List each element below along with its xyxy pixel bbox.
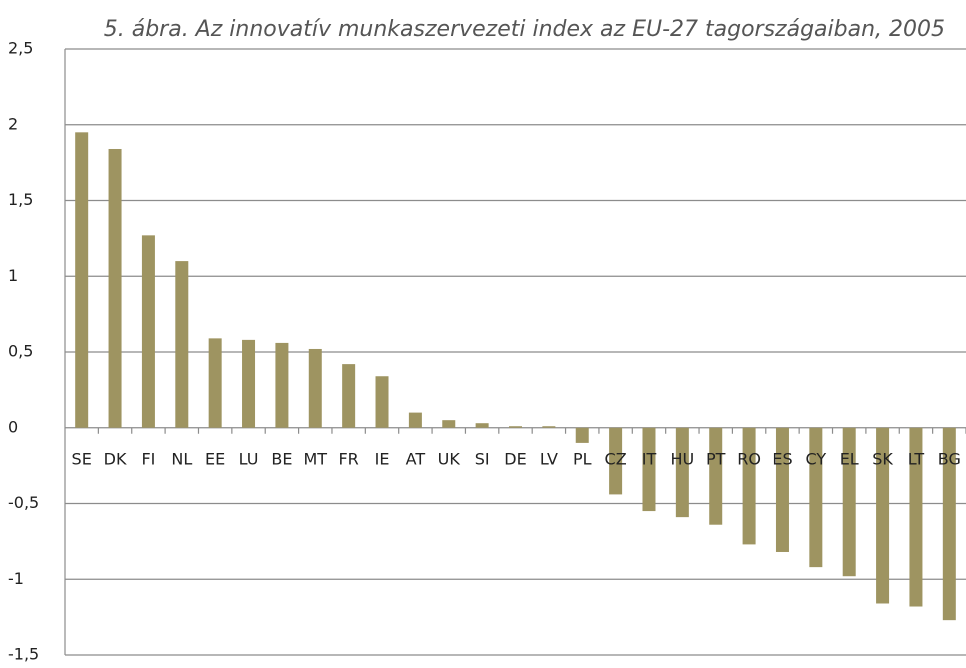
x-tick-label: SE <box>72 449 92 468</box>
x-tick-label: FR <box>338 449 358 468</box>
x-tick-label: CZ <box>605 449 627 468</box>
bar <box>742 427 756 545</box>
bar <box>509 426 522 428</box>
y-tick-label: 2,5 <box>8 39 33 58</box>
bar <box>308 348 322 428</box>
x-tick-label: EE <box>205 449 225 468</box>
bar <box>942 427 956 621</box>
x-tick-label: RO <box>737 449 761 468</box>
x-tick-label: LV <box>540 449 558 468</box>
bar <box>642 427 656 512</box>
bar <box>141 235 155 428</box>
x-tick-label: IE <box>375 449 390 468</box>
x-tick-label: NL <box>171 449 192 468</box>
bar <box>709 427 723 525</box>
y-tick-label: -1 <box>8 569 24 588</box>
y-tick-label: 2 <box>8 114 18 133</box>
bar <box>809 427 823 568</box>
x-tick-label: IT <box>642 449 657 468</box>
bar <box>208 338 222 428</box>
bar <box>275 342 289 428</box>
x-tick-label: HU <box>670 449 694 468</box>
x-tick-label: LT <box>908 449 925 468</box>
x-tick-label: LU <box>239 449 259 468</box>
x-tick-label: MT <box>303 449 327 468</box>
y-tick-label: 1,5 <box>8 190 33 209</box>
bar <box>175 261 189 428</box>
x-tick-label: DK <box>104 449 127 468</box>
x-tick-label: PL <box>573 449 592 468</box>
x-tick-label: EL <box>840 449 859 468</box>
x-tick-label: UK <box>438 449 461 468</box>
bar <box>408 412 422 428</box>
bar <box>108 148 122 428</box>
y-tick-label: -1,5 <box>8 645 39 664</box>
x-tick-label: AT <box>406 449 426 468</box>
chart-title: 5. ábra. Az innovatív munkaszervezeti in… <box>104 17 945 42</box>
x-tick-label: PT <box>706 449 726 468</box>
bar <box>342 364 356 428</box>
bar <box>909 427 923 607</box>
bar <box>775 427 789 552</box>
x-tick-label: CY <box>805 449 826 468</box>
y-tick-label: -0,5 <box>8 493 39 512</box>
x-tick-label: BE <box>271 449 292 468</box>
bar <box>609 427 623 495</box>
x-tick-label: DE <box>504 449 526 468</box>
y-tick-label: 0 <box>8 417 18 436</box>
x-tick-label: ES <box>772 449 792 468</box>
bar <box>675 427 689 518</box>
bar <box>542 426 556 428</box>
bar <box>75 132 89 428</box>
bar <box>242 339 256 428</box>
y-tick-label: 1 <box>8 266 18 285</box>
bar <box>442 420 456 428</box>
bar <box>842 427 856 577</box>
x-tick-label: BG <box>938 449 961 468</box>
x-tick-label: SI <box>475 449 490 468</box>
bar <box>876 427 890 604</box>
bar <box>475 423 489 428</box>
x-tick-label: SK <box>872 449 893 468</box>
bar <box>375 376 389 428</box>
x-tick-label: FI <box>141 449 155 468</box>
bar <box>575 427 589 443</box>
y-tick-label: 0,5 <box>8 342 33 361</box>
